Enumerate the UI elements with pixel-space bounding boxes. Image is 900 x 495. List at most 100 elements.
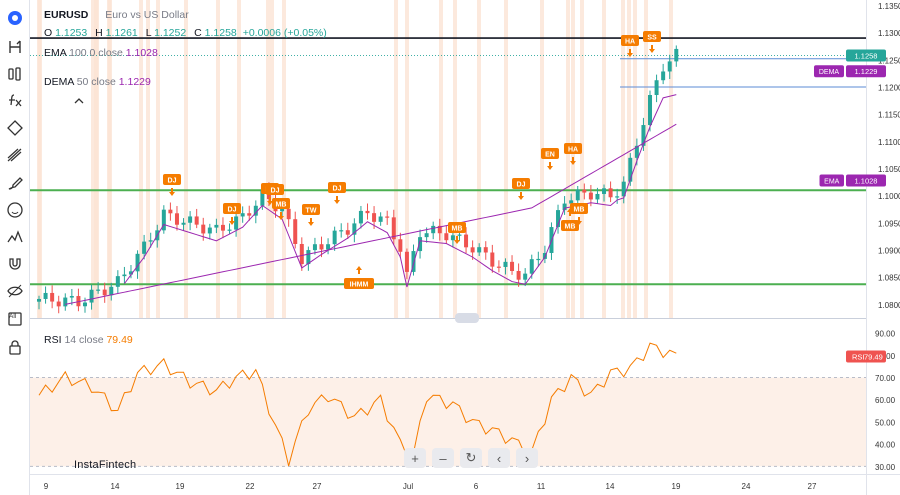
signal-marker-badge[interactable] <box>302 204 320 215</box>
candle-body[interactable] <box>444 233 449 241</box>
candle-body[interactable] <box>96 289 101 291</box>
candle-body[interactable] <box>536 258 541 261</box>
candle-body[interactable] <box>496 266 501 268</box>
signal-marker-badge[interactable] <box>448 222 466 233</box>
candle-body[interactable] <box>214 224 219 228</box>
candle-body[interactable] <box>510 261 515 272</box>
candle-body[interactable] <box>516 271 521 280</box>
candle-body[interactable] <box>56 301 61 307</box>
candle-body[interactable] <box>332 230 337 245</box>
signal-marker-badge[interactable] <box>272 198 290 209</box>
candle-body[interactable] <box>76 296 81 307</box>
candle-body[interactable] <box>385 216 390 218</box>
candle-body[interactable] <box>227 229 232 231</box>
brush-tool-icon[interactable] <box>5 173 25 193</box>
candle-body[interactable] <box>424 233 429 238</box>
scroll-right-button[interactable]: › <box>516 448 538 468</box>
signal-marker-badge[interactable] <box>328 182 346 193</box>
candle-body[interactable] <box>234 216 239 230</box>
candle-body[interactable] <box>102 289 107 296</box>
candle-body[interactable] <box>595 193 600 200</box>
candle-body[interactable] <box>437 225 442 234</box>
candle-body[interactable] <box>621 181 626 197</box>
candle-body[interactable] <box>450 235 455 241</box>
app-logo-icon[interactable] <box>5 8 25 28</box>
pattern-tool-icon[interactable] <box>5 227 25 247</box>
candle-body[interactable] <box>372 213 377 222</box>
candle-body[interactable] <box>293 219 298 244</box>
candle-body[interactable] <box>641 125 646 146</box>
chart-area[interactable]: 1.1350 1.1300 1.1250 1.1200 1.1150 1.1100 1.10… <box>30 0 900 495</box>
candle-body[interactable] <box>477 247 482 253</box>
candle-body[interactable] <box>365 210 370 214</box>
candle-body[interactable] <box>358 210 363 224</box>
candle-body[interactable] <box>260 189 265 206</box>
visibility-tool-icon[interactable] <box>5 281 25 301</box>
candle-body[interactable] <box>63 297 68 307</box>
signal-marker-badge[interactable] <box>564 143 582 154</box>
candle-body[interactable] <box>312 244 317 251</box>
zoom-in-button[interactable]: + <box>404 448 426 468</box>
candle-body[interactable] <box>411 251 416 272</box>
candle-body[interactable] <box>280 208 285 212</box>
fx-tool-icon[interactable] <box>5 91 25 111</box>
candle-body[interactable] <box>345 230 350 235</box>
lines-tool-icon[interactable] <box>5 145 25 165</box>
signal-marker-badge[interactable] <box>541 148 559 159</box>
indicator-tool-icon[interactable] <box>5 64 25 84</box>
emoji-tool-icon[interactable] <box>5 200 25 220</box>
candle-body[interactable] <box>286 208 291 220</box>
candle-body[interactable] <box>667 61 672 72</box>
candle-body[interactable] <box>464 234 469 248</box>
candle-body[interactable] <box>194 216 199 225</box>
candle-body[interactable] <box>529 259 534 274</box>
candle-body[interactable] <box>69 296 74 298</box>
candle-body[interactable] <box>306 250 311 265</box>
candle-body[interactable] <box>615 196 620 198</box>
candle-body[interactable] <box>562 203 567 211</box>
candle-body[interactable] <box>352 223 357 235</box>
candle-body[interactable] <box>418 237 423 252</box>
signal-marker-badge[interactable] <box>643 31 661 42</box>
signal-marker-badge[interactable] <box>163 174 181 185</box>
chart-canvas[interactable]: 1.1350 1.1300 1.1250 1.1200 1.1150 1.1100 1.10… <box>30 0 900 495</box>
candle-body[interactable] <box>391 217 396 240</box>
candle-body[interactable] <box>588 192 593 200</box>
candle-body[interactable] <box>634 145 639 158</box>
candle-body[interactable] <box>253 205 258 216</box>
candle-body[interactable] <box>556 210 561 228</box>
dema-legend[interactable]: DEMA 50 close 1.1229 <box>44 76 151 88</box>
rsi-line[interactable] <box>38 342 677 467</box>
candle-body[interactable] <box>457 234 462 236</box>
candle-body[interactable] <box>122 274 127 277</box>
candle-body[interactable] <box>523 273 528 280</box>
candle-body[interactable] <box>50 292 55 302</box>
candle-body[interactable] <box>220 224 225 231</box>
candle-body[interactable] <box>674 48 679 62</box>
candle-body[interactable] <box>161 209 166 231</box>
candle-body[interactable] <box>188 216 193 223</box>
symbol-name[interactable]: EURUSD <box>44 9 89 21</box>
candle-body[interactable] <box>201 224 206 234</box>
rsi-legend[interactable]: RSI 14 close 79.49 <box>44 334 133 346</box>
candle-body[interactable] <box>608 188 613 198</box>
candle-body[interactable] <box>240 213 245 217</box>
candle-body[interactable] <box>135 253 140 272</box>
candle-body[interactable] <box>648 95 653 126</box>
signal-marker-badge[interactable] <box>223 203 241 214</box>
candle-body[interactable] <box>483 247 488 253</box>
candle-body[interactable] <box>404 251 409 272</box>
candle-body[interactable] <box>654 80 659 96</box>
zoom-out-button[interactable]: – <box>432 448 454 468</box>
candle-body[interactable] <box>43 292 48 299</box>
candle-body[interactable] <box>174 213 179 225</box>
ruler-tool-icon[interactable]: All <box>5 309 25 329</box>
candle-body[interactable] <box>398 239 403 252</box>
candle-body[interactable] <box>661 71 666 81</box>
candle-body[interactable] <box>247 213 252 216</box>
signal-marker-badge[interactable] <box>621 35 639 46</box>
candle-body[interactable] <box>575 189 580 201</box>
lock-tool-icon[interactable] <box>5 337 25 357</box>
candle-body[interactable] <box>168 209 173 214</box>
signal-marker-badge[interactable] <box>561 220 579 231</box>
